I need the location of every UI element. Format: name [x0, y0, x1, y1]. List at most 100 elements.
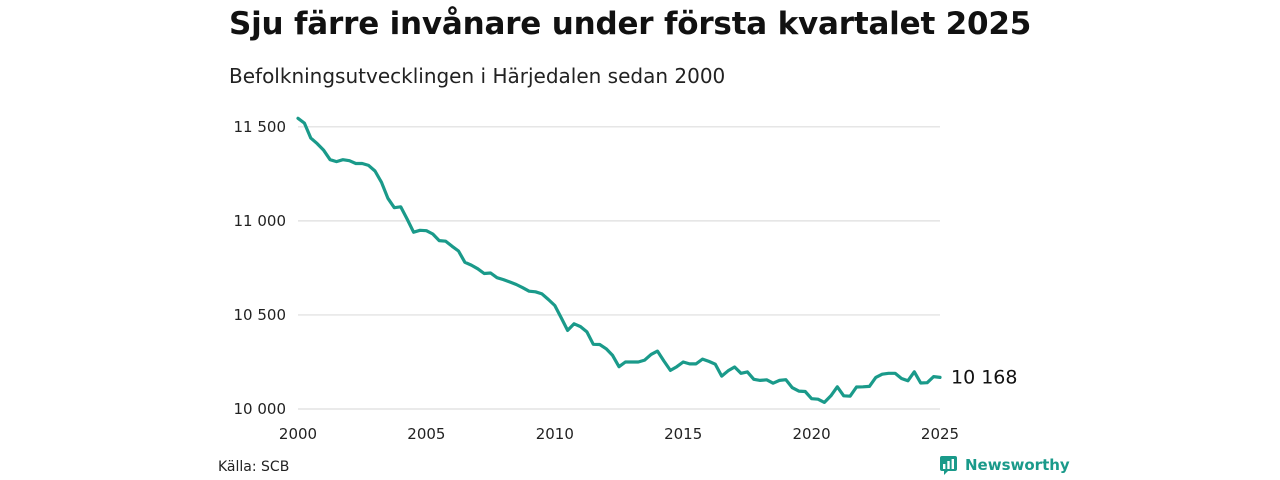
data-point	[790, 385, 795, 390]
x-axis-labels: 2000 2005 2010 2015 2020 2025	[279, 425, 959, 443]
data-point	[751, 377, 756, 382]
data-point	[739, 371, 744, 376]
data-point	[861, 384, 866, 389]
data-point	[315, 141, 320, 146]
data-point	[880, 372, 885, 377]
brand-name: Newsworthy	[965, 456, 1070, 474]
data-point	[559, 315, 564, 320]
data-point	[661, 359, 666, 364]
data-point	[642, 358, 647, 363]
data-point	[507, 280, 512, 285]
data-point	[687, 361, 692, 366]
data-point	[540, 291, 545, 296]
data-point	[302, 121, 307, 126]
data-point	[886, 371, 891, 376]
data-point	[392, 205, 397, 210]
data-point	[578, 324, 583, 329]
data-point	[321, 148, 326, 153]
x-tick-label: 2015	[664, 425, 702, 443]
data-point	[828, 393, 833, 398]
data-point	[783, 377, 788, 382]
data-point	[482, 271, 487, 276]
data-point	[334, 159, 339, 164]
data-point	[475, 266, 480, 271]
data-point	[469, 263, 474, 268]
data-point	[848, 394, 853, 399]
series-layer	[296, 116, 942, 405]
chart-subtitle: Befolkningsutvecklingen i Härjedalen sed…	[229, 64, 726, 88]
data-point	[822, 400, 827, 405]
data-point	[308, 136, 313, 141]
x-tick-label: 2020	[793, 425, 831, 443]
data-point	[353, 161, 358, 166]
data-point	[706, 359, 711, 364]
data-point	[398, 204, 403, 209]
data-point	[424, 228, 429, 233]
data-point	[700, 357, 705, 362]
data-point	[546, 297, 551, 302]
data-point	[809, 396, 814, 401]
data-point	[629, 360, 634, 365]
data-point	[764, 377, 769, 382]
data-point	[462, 260, 467, 265]
chart-title: Sju färre invånare under första kvartale…	[229, 6, 1032, 42]
data-point	[514, 282, 519, 287]
data-point	[520, 285, 525, 290]
data-point	[430, 232, 435, 237]
data-point	[655, 349, 660, 354]
data-point	[488, 271, 493, 276]
data-point	[385, 196, 390, 201]
data-point	[405, 217, 410, 222]
data-point	[411, 230, 416, 235]
data-point	[745, 369, 750, 374]
data-point	[912, 369, 917, 374]
data-point	[360, 161, 365, 166]
data-point	[437, 238, 442, 243]
data-point	[527, 289, 532, 294]
newsworthy-logo-icon	[940, 456, 957, 475]
x-tick-label: 2005	[407, 425, 445, 443]
data-point	[681, 360, 686, 365]
data-point	[803, 389, 808, 394]
y-tick-label: 11 000	[234, 212, 287, 230]
data-point	[835, 384, 840, 389]
data-point	[905, 378, 910, 383]
data-point	[636, 360, 641, 365]
data-point	[873, 375, 878, 380]
data-point	[328, 157, 333, 162]
data-point	[918, 381, 923, 386]
data-point	[623, 360, 628, 365]
source-note: Källa: SCB	[218, 459, 290, 475]
data-point	[495, 275, 500, 280]
data-point	[867, 384, 872, 389]
data-point	[572, 321, 577, 326]
data-point	[816, 397, 821, 402]
y-tick-label: 10 000	[234, 400, 287, 418]
x-tick-label: 2000	[279, 425, 317, 443]
data-point	[771, 381, 776, 386]
data-point	[674, 364, 679, 369]
data-point	[366, 163, 371, 168]
data-point	[719, 374, 724, 379]
data-point	[854, 385, 859, 390]
data-point	[533, 289, 538, 294]
data-point	[584, 329, 589, 334]
x-tick-label: 2010	[536, 425, 574, 443]
data-point	[418, 228, 423, 233]
data-point	[456, 249, 461, 254]
data-point	[668, 368, 673, 373]
data-point	[347, 158, 352, 163]
data-point	[340, 157, 345, 162]
brand-logo[interactable]: Newsworthy	[939, 455, 1070, 475]
data-point	[796, 389, 801, 394]
data-point	[443, 239, 448, 244]
data-point	[591, 342, 596, 347]
data-point	[610, 353, 615, 358]
data-point	[758, 378, 763, 383]
end-value-label: 10 168	[951, 366, 1017, 388]
y-tick-label: 11 500	[234, 118, 287, 136]
data-point	[899, 376, 904, 381]
data-point	[726, 368, 731, 373]
y-tick-label: 10 500	[234, 306, 287, 324]
